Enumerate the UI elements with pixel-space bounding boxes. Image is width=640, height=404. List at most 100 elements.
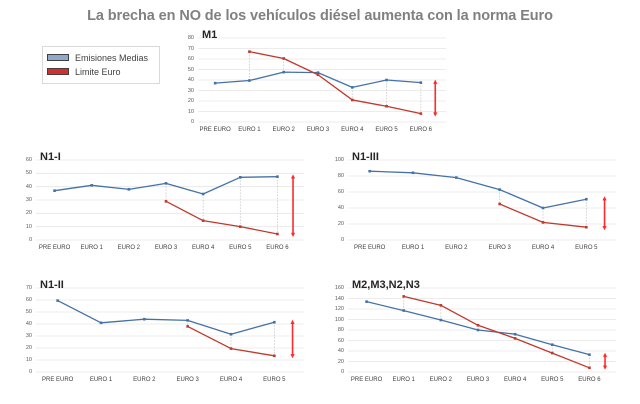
y-axis-tick-label: 80 — [337, 173, 344, 179]
x-axis-tick-label: EURO 5 — [229, 245, 252, 251]
series-marker — [229, 332, 233, 336]
y-axis-tick-label: 100 — [334, 157, 344, 163]
gap-annotation-arrow — [290, 319, 295, 359]
gap-annotation-arrow — [602, 196, 607, 231]
series-marker — [498, 202, 501, 206]
series-line — [403, 295, 591, 369]
legend-item-limite-euro: Limite Euro — [47, 65, 155, 78]
gap-annotation-arrow — [433, 79, 438, 117]
series-marker — [316, 71, 320, 74]
series-marker — [186, 319, 189, 322]
series-marker — [476, 323, 480, 327]
series-marker — [276, 175, 279, 178]
series-marker — [513, 337, 517, 340]
series-marker — [498, 188, 501, 191]
y-axis-tick-label: 30 — [25, 333, 32, 339]
y-axis-tick-label: 30 — [25, 197, 32, 203]
x-axis-tick-label: EURO 6 — [578, 377, 601, 383]
y-axis-tick-label: 40 — [187, 77, 194, 83]
series-marker — [316, 73, 320, 77]
x-axis-tick-label: EURO 3 — [466, 377, 490, 383]
x-axis-tick-label: EURO 4 — [219, 377, 243, 383]
series-marker — [419, 81, 423, 84]
y-axis-tick-label: 60 — [187, 56, 194, 62]
series-marker — [238, 176, 242, 179]
series-marker — [282, 57, 286, 60]
y-axis-tick-label: 60 — [25, 157, 32, 163]
y-axis-tick-label: 0 — [28, 369, 32, 375]
y-axis-tick-label: 50 — [187, 66, 194, 73]
series-marker — [248, 79, 251, 82]
x-axis-tick-label: PRE EURO — [38, 245, 71, 251]
subchart-title: N1-II — [40, 279, 64, 291]
series-marker — [439, 318, 443, 322]
x-axis-tick-label: EURO 2 — [117, 245, 141, 251]
series-marker — [476, 328, 480, 332]
plot-area — [198, 37, 446, 123]
series-marker — [282, 70, 286, 74]
legend-item-emisiones-medias: Emisiones Medias — [47, 51, 155, 64]
panel-n1ii: N1-II 0 10 20 30 40 50 60 70 PRE EURO EURO 1 EURO 2… — [14, 278, 314, 390]
series-marker — [585, 225, 588, 229]
plot-area — [348, 287, 616, 373]
series-marker — [213, 81, 217, 85]
x-axis-tick-label: PRE EURO — [353, 245, 386, 251]
panel-n1i: N1-I 0 10 20 30 40 50 60 PRE EURO EURO 1 EURO 2 EUR… — [14, 150, 314, 258]
x-axis-tick-label: EURO 2 — [429, 377, 453, 383]
series-marker — [455, 176, 458, 179]
x-axis-tick-label: EURO 4 — [503, 377, 527, 383]
y-axis-tick-label: 20 — [25, 210, 32, 217]
series-marker — [385, 104, 388, 108]
series-marker — [350, 86, 354, 89]
series-marker — [53, 189, 56, 192]
series-marker — [276, 232, 279, 236]
gap-annotation-arrow — [290, 174, 296, 237]
y-axis-tick-label: 0 — [28, 237, 32, 243]
x-axis-tick-label: EURO 3 — [176, 377, 199, 383]
x-axis-tick-label: EURO 1 — [89, 377, 113, 383]
series-marker — [541, 221, 545, 224]
series-marker — [541, 206, 545, 210]
plot-area — [36, 287, 304, 373]
series-marker — [238, 225, 242, 228]
y-axis-tick-label: 70 — [25, 285, 32, 291]
series-marker — [365, 300, 368, 303]
x-axis-tick-label: EURO 1 — [80, 245, 103, 251]
y-axis-tick-label: 160 — [334, 285, 344, 291]
series-line — [248, 50, 422, 115]
x-axis-tick-label: PRE EURO — [41, 377, 74, 383]
series-marker — [402, 295, 406, 298]
y-axis-tick-label: 0 — [340, 369, 344, 375]
y-axis-tick-label: 40 — [337, 348, 344, 354]
x-axis-tick-label: EURO 4 — [531, 245, 555, 251]
y-axis-tick-label: 10 — [25, 223, 32, 230]
series-marker — [402, 309, 406, 312]
y-axis-tick-label: 80 — [187, 35, 194, 41]
series-marker — [550, 343, 554, 346]
panel-m2m3n2n3: M2,M3,N2,N3 0 20 40 60 80 100 120 140 160 PRE EURO… — [326, 278, 626, 390]
x-axis-tick-label: EURO 1 — [401, 245, 425, 251]
legend-swatch-red — [47, 68, 69, 75]
series-marker — [201, 219, 205, 222]
y-axis-tick-label: 20 — [337, 221, 344, 227]
series-marker — [513, 332, 517, 336]
series-line — [57, 299, 275, 335]
x-axis-tick-label: EURO 4 — [191, 245, 215, 251]
series-marker — [585, 197, 588, 201]
chart-legend: Emisiones Medias Limite Euro — [42, 46, 160, 84]
legend-swatch-blue — [47, 54, 69, 61]
y-axis-tick-label: 70 — [187, 45, 194, 52]
series-line — [53, 176, 279, 195]
y-axis-tick-label: 50 — [25, 170, 32, 177]
x-axis-tick-label: EURO 2 — [133, 377, 156, 383]
y-axis-tick-label: 50 — [25, 309, 32, 315]
y-axis-tick-label: 10 — [187, 108, 194, 115]
y-axis-tick-label: 10 — [25, 357, 32, 363]
x-axis-tick-label: EURO 4 — [341, 127, 364, 133]
subchart-title: N1-III — [352, 151, 379, 163]
x-axis-tick-label: EURO 6 — [409, 127, 433, 133]
series-marker — [164, 182, 168, 185]
series-marker — [273, 354, 276, 358]
x-axis-tick-label: PRE EURO — [350, 377, 383, 383]
series-marker — [419, 112, 423, 115]
